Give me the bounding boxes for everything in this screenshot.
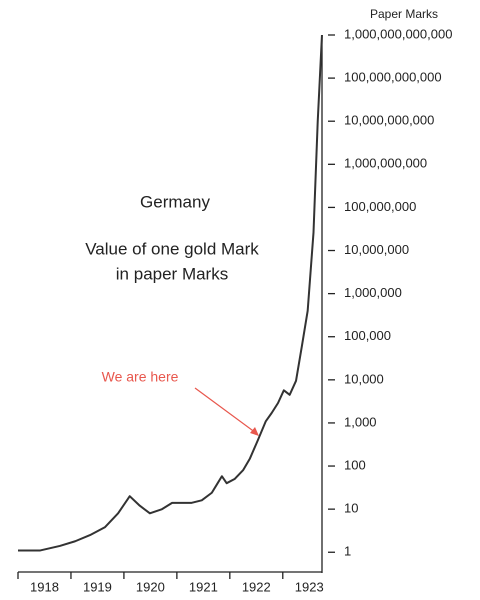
y-tick-label: 10,000,000 xyxy=(344,242,409,257)
data-line xyxy=(18,34,323,552)
y-tick-label: 100,000,000 xyxy=(344,199,416,214)
y-tick-label: 10 xyxy=(344,501,358,516)
y-tick-label: 10,000,000,000 xyxy=(344,113,434,128)
y-tick-label: 1,000 xyxy=(344,414,377,429)
x-tick-label: 1920 xyxy=(136,579,165,594)
annotation-arrow xyxy=(194,387,259,436)
chart-subtitle: Value of one gold Mark xyxy=(85,239,259,258)
y-tick-label: 1,000,000,000 xyxy=(344,156,427,171)
y-tick-label: 100,000,000,000 xyxy=(344,70,442,85)
y-tick-label: 1,000,000,000,000 xyxy=(344,26,452,41)
y-tick-label: 10,000 xyxy=(344,371,384,386)
annotation: We are here xyxy=(102,369,179,385)
chart-title: Germany xyxy=(140,192,210,211)
y-tick-label: 1,000,000 xyxy=(344,285,402,300)
x-tick-label: 1923 xyxy=(295,579,324,594)
x-tick-label: 1919 xyxy=(83,579,112,594)
chart-subtitle: in paper Marks xyxy=(116,264,228,283)
x-tick-label: 1918 xyxy=(30,579,59,594)
y-tick-label: 100 xyxy=(344,457,366,472)
x-tick-label: 1921 xyxy=(189,579,218,594)
y-tick-label: 1 xyxy=(344,544,351,559)
y-tick-label: 100,000 xyxy=(344,328,391,343)
y-axis-label: Paper Marks xyxy=(370,7,438,21)
x-tick-label: 1922 xyxy=(242,579,271,594)
